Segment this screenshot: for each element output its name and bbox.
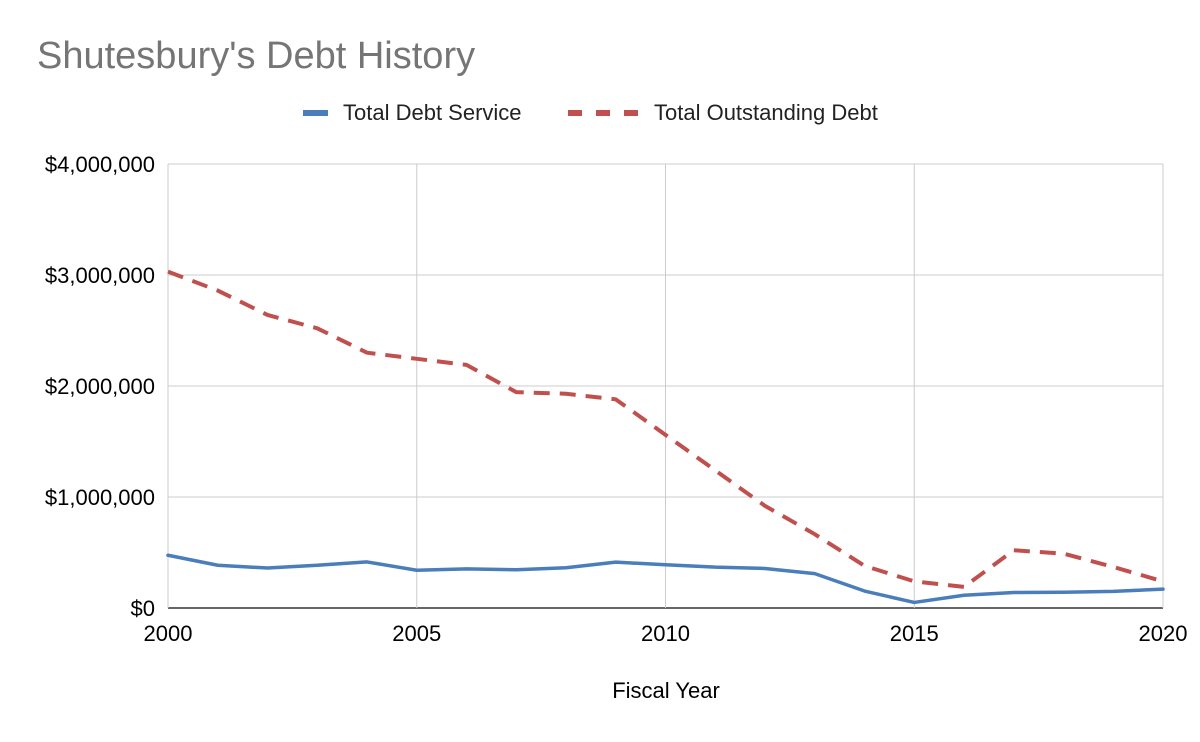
x-tick-label: 2020 [1139,621,1188,646]
y-tick-label: $1,000,000 [45,485,155,510]
legend-series-1-label: Total Debt Service [343,100,522,125]
x-tick-label: 2015 [890,621,939,646]
axis-layer: $0 $1,000,000 $2,000,000 $3,000,000 $4,000,0… [45,152,1188,646]
series-line-1 [166,553,1165,605]
x-tick-label: 2000 [144,621,193,646]
legend: Total Debt Service Total Outstanding Deb… [303,100,878,125]
series-line-2 [167,269,1164,589]
y-tick-label: $0 [131,596,155,621]
y-tick-label: $4,000,000 [45,152,155,177]
y-tick-label: $3,000,000 [45,263,155,288]
chart-title: Shutesbury's Debt History [37,35,475,77]
series-layer [166,269,1165,605]
grid-layer [167,163,1164,609]
x-tick-label: 2005 [392,621,441,646]
x-tick-label: 2010 [641,621,690,646]
y-tick-label: $2,000,000 [45,374,155,399]
legend-series-2-label: Total Outstanding Debt [654,100,878,125]
x-axis-label: Fiscal Year [612,678,720,703]
